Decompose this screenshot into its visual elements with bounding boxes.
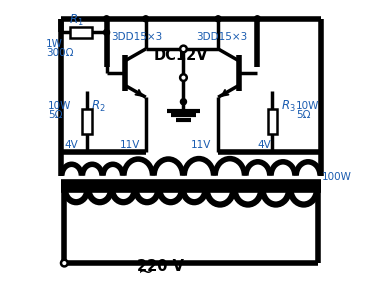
- Circle shape: [254, 16, 261, 22]
- Bar: [268, 108, 277, 134]
- Text: $R_3$: $R_3$: [281, 99, 296, 114]
- Text: 11V: 11V: [191, 141, 211, 151]
- Text: 11V: 11V: [120, 141, 141, 151]
- Text: $R_2$: $R_2$: [91, 99, 105, 114]
- Text: $R_1$: $R_1$: [69, 13, 84, 28]
- Circle shape: [104, 29, 110, 35]
- Text: 10W: 10W: [296, 101, 319, 111]
- Circle shape: [215, 16, 221, 22]
- Circle shape: [104, 16, 110, 22]
- Text: ~: ~: [138, 263, 154, 281]
- Text: 5Ω: 5Ω: [296, 110, 311, 120]
- Circle shape: [180, 74, 187, 81]
- Text: 3DD15×3: 3DD15×3: [111, 32, 162, 42]
- Text: 4V: 4V: [64, 141, 78, 151]
- Text: 10W: 10W: [48, 101, 71, 111]
- Circle shape: [143, 16, 149, 22]
- Text: 3DD15×3: 3DD15×3: [196, 32, 248, 42]
- Bar: [82, 108, 92, 134]
- Text: 220 V: 220 V: [137, 259, 184, 274]
- Text: 5Ω: 5Ω: [48, 110, 62, 120]
- Circle shape: [180, 46, 187, 52]
- Text: 300Ω: 300Ω: [46, 48, 74, 58]
- Circle shape: [180, 99, 186, 105]
- Text: 100W: 100W: [322, 172, 352, 182]
- Text: 1W: 1W: [46, 39, 63, 49]
- Bar: [70, 27, 92, 38]
- Text: DC12V: DC12V: [153, 48, 208, 62]
- Circle shape: [61, 260, 68, 266]
- Text: 4V: 4V: [257, 141, 271, 151]
